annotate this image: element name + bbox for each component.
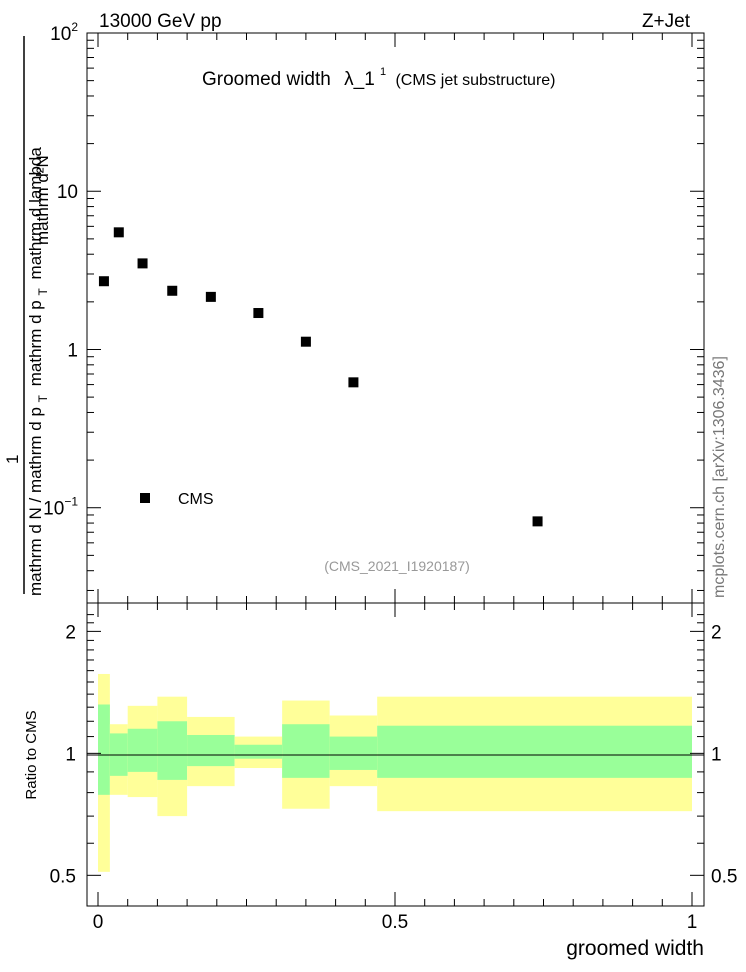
main-y-axis: 102 10 1 10−1	[43, 20, 704, 591]
legend-label: CMS	[178, 491, 214, 508]
ratio-band-inner	[377, 725, 692, 778]
main-x-ticks	[97, 33, 693, 603]
ratio-band-inner	[234, 744, 283, 759]
plot-title: Groomed width λ_1 1 (CMS jet substructur…	[202, 59, 556, 90]
y-label-one: 1	[3, 455, 22, 464]
x-tick-label: 0	[93, 912, 104, 933]
y-label-numerator: mathrm d²N	[33, 155, 52, 245]
y-label-denominator: mathrm d N / mathrm d p T mathrm d p T m…	[26, 147, 51, 596]
x-tick-label: 0.5	[382, 912, 408, 933]
x-tick-label: 1	[687, 912, 698, 933]
ratio-band-inner	[98, 704, 110, 795]
plot-title-lambda: λ_1	[344, 69, 375, 90]
ratio-y-tick-label-right: 2	[711, 622, 722, 643]
ratio-y-label: Ratio to CMS	[23, 710, 40, 799]
ratio-band-inner	[329, 736, 378, 770]
y-label-sub-t2: T	[36, 288, 50, 296]
y-label-denom-right: mathrm d lambda	[26, 147, 45, 280]
ratio-y-tick-label-right: 1	[711, 744, 722, 765]
data-point	[253, 308, 264, 319]
ratio-band-inner	[127, 728, 158, 772]
ratio-y-axis: 2 2 1 1 0.5 0.5	[50, 614, 737, 887]
data-point	[348, 377, 359, 388]
main-y-tick-label: 10−1	[43, 495, 78, 520]
main-y-label: 1 mathrm d²N mathrm d N / mathrm d p T m…	[3, 36, 52, 596]
side-credit-label: mcplots.cern.ch [arXiv:1306.3436]	[711, 356, 728, 598]
data-point	[113, 227, 124, 238]
ratio-y-tick-label: 1	[65, 744, 76, 765]
main-y-tick-label: 10	[57, 182, 78, 203]
ratio-y-tick-label: 2	[65, 622, 76, 643]
data-markers	[98, 227, 543, 527]
data-point	[300, 336, 311, 347]
main-y-tick-label: 1	[67, 340, 78, 361]
ratio-bands	[98, 673, 692, 872]
y-label-denom-left: mathrm d N / mathrm d p	[26, 407, 45, 596]
process-label: Z+Jet	[642, 11, 691, 32]
data-point	[137, 258, 148, 269]
x-axis-label: groomed width	[566, 937, 704, 960]
main-panel: 102 10 1 10−1 Groomed width λ_1 1 (CMS jet …	[43, 20, 705, 604]
y-label-sub-t1: T	[36, 394, 50, 402]
x-axis: 0 0.5 1	[93, 603, 698, 933]
analysis-tag: (CMS_2021_I1920187)	[324, 558, 470, 574]
main-frame	[86, 32, 705, 604]
data-point	[532, 516, 543, 527]
main-y-tick-label: 102	[50, 20, 78, 45]
ratio-band-inner	[187, 734, 235, 767]
data-point	[98, 276, 109, 287]
y-label-denom-mid: mathrm d p	[26, 300, 45, 386]
ratio-panel: 2 21 10.5 0.5 0 0.5 1 Ratio to CMS	[23, 602, 737, 933]
ratio-y-tick-label: 0.5	[50, 866, 76, 887]
plot-title-superscript: 1	[380, 66, 386, 78]
ratio-y-tick-label-right: 0.5	[711, 866, 737, 887]
data-point	[167, 285, 178, 296]
plot-title-main: Groomed width	[202, 69, 331, 90]
plot-title-suffix: (CMS jet substructure)	[395, 72, 555, 89]
legend-marker	[140, 493, 150, 503]
ratio-band-inner	[282, 724, 330, 778]
beam-label: 13000 GeV pp	[99, 11, 222, 32]
data-point	[205, 291, 216, 302]
ratio-band-inner	[157, 721, 188, 780]
